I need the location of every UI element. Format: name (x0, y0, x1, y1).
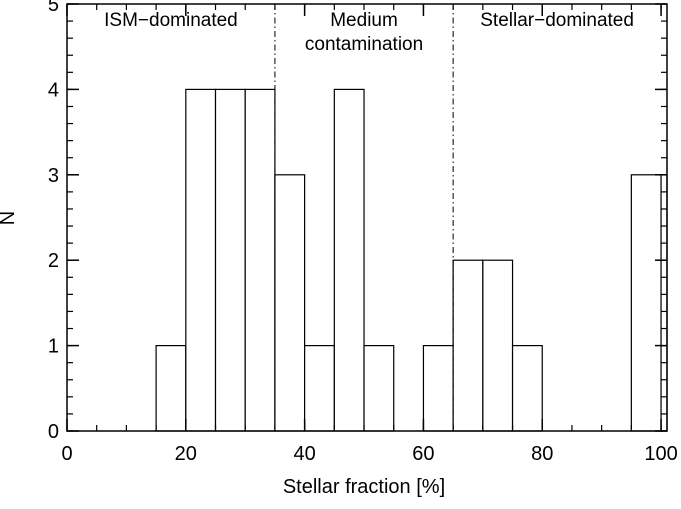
histogram-bar (274, 174, 306, 432)
region-label-line: Stellar−dominated (480, 10, 634, 31)
labels-layer: ISM−dominated Medium contamination Stellar−… (104, 10, 634, 55)
histogram-bar (422, 345, 454, 432)
y-tick-label: 3 (48, 165, 59, 187)
x-tick-label: 80 (531, 443, 553, 465)
y-tick-label: 4 (48, 79, 59, 101)
histogram-bar (630, 174, 662, 432)
y-axis-label: N (0, 211, 19, 225)
histogram-bar (482, 259, 514, 432)
plot-frame (66, 3, 668, 432)
region-label-line: ISM−dominated (104, 10, 238, 31)
histogram-bar (363, 345, 395, 432)
dividers-layer (274, 4, 454, 431)
x-tick-label: 0 (61, 443, 72, 465)
histogram-bar (511, 345, 543, 432)
x-tick-label: 60 (412, 443, 434, 465)
y-tick-label: 0 (48, 421, 59, 443)
y-tick-label: 5 (48, 0, 59, 16)
x-tick-label: 100 (644, 443, 677, 465)
histogram-bar (185, 88, 217, 432)
bars-layer (155, 88, 668, 432)
x-axis-label: Stellar fraction [%] (283, 476, 445, 498)
histogram-bar (244, 88, 276, 432)
x-tick-label: 40 (293, 443, 315, 465)
region-label: ISM−dominated (104, 10, 238, 31)
histogram-bar (333, 88, 365, 432)
axes-layer (66, 3, 668, 432)
ticks-layer: 0 20 40 60 80 100 0 1 2 3 4 5 (48, 0, 678, 465)
histogram-bar (214, 88, 246, 432)
region-label-line: Medium (330, 10, 398, 31)
region-label: Stellar−dominated (480, 10, 634, 31)
histogram-bar (452, 259, 484, 432)
region-label: Medium contamination (305, 10, 423, 55)
region-label-line: contamination (305, 34, 423, 55)
histogram-bar (304, 345, 335, 432)
x-tick-label: 20 (175, 443, 197, 465)
y-tick-label: 2 (48, 250, 59, 272)
histogram-bar (155, 345, 187, 432)
y-tick-label: 1 (48, 336, 59, 358)
histogram-bar (660, 174, 668, 432)
